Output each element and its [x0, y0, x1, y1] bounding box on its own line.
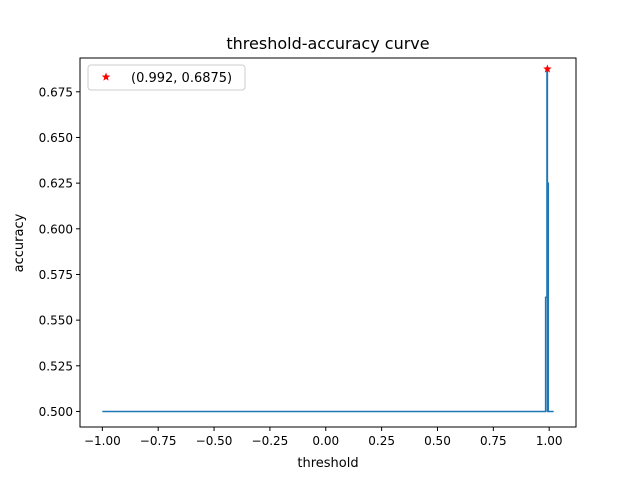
y-tick-label: 0.575 — [39, 268, 73, 282]
y-tick-label: 0.625 — [39, 177, 73, 191]
y-tick-label: 0.600 — [39, 222, 73, 236]
y-tick-label: 0.650 — [39, 131, 73, 145]
y-tick-label: 0.500 — [39, 405, 73, 419]
axes-frame — [79, 57, 577, 428]
legend-star-marker — [101, 72, 111, 81]
y-tick-label: 0.525 — [39, 359, 73, 373]
x-tick-label: 0.75 — [480, 434, 507, 448]
legend-entry-label: (0.992, 0.6875) — [131, 71, 232, 86]
x-tick-label: 0.50 — [424, 434, 451, 448]
series-line — [102, 68, 554, 413]
y-axis-ticks: 0.500 0.525 0.550 0.575 0.600 0.625 0.650 0.675 — [39, 85, 80, 419]
x-tick-label: −0.75 — [140, 434, 177, 448]
x-tick-label: 1.00 — [536, 434, 563, 448]
x-axis-label: threshold — [297, 456, 358, 471]
y-axis-label: accuracy — [12, 213, 27, 272]
x-tick-label: 0.00 — [312, 434, 339, 448]
best-point-star-marker — [543, 64, 552, 73]
legend-box — [87, 64, 246, 91]
chart-title: threshold-accuracy curve — [226, 34, 429, 53]
plot-area — [102, 64, 554, 413]
x-tick-label: −0.25 — [252, 434, 289, 448]
legend: (0.992, 0.6875) — [87, 64, 246, 91]
y-tick-label: 0.550 — [39, 314, 73, 328]
y-tick-label: 0.675 — [39, 85, 73, 99]
x-tick-label: 0.25 — [368, 434, 395, 448]
x-tick-label: −1.00 — [84, 434, 121, 448]
x-axis-ticks: −1.00 −0.75 −0.50 −0.25 0.00 0.25 0.50 0.75 1.00 — [84, 427, 563, 448]
x-tick-label: −0.50 — [196, 434, 233, 448]
